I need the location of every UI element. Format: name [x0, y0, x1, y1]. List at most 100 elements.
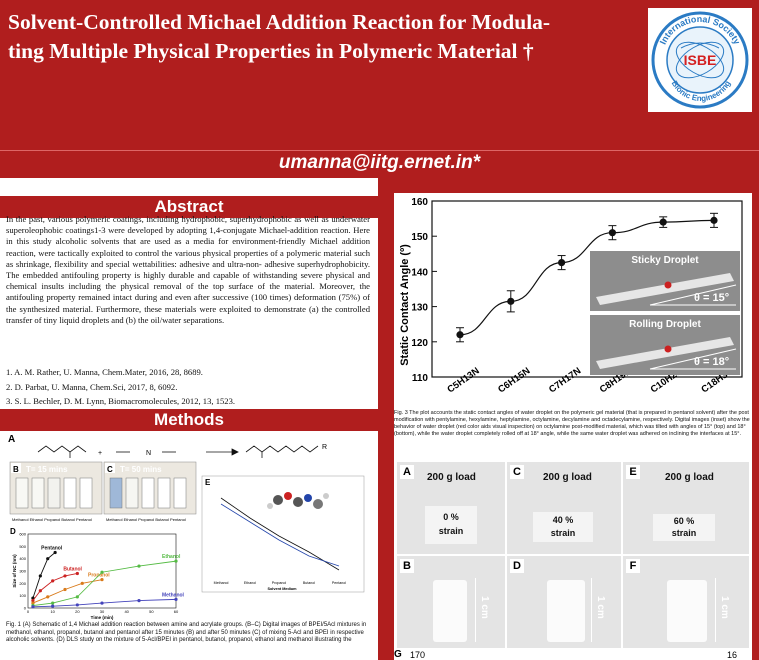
photo-label: F [626, 559, 640, 573]
e-xtick: Propanol [272, 581, 287, 585]
d-xtick-label: 40 [124, 609, 129, 614]
load-label: 200 g load [665, 472, 714, 483]
photo-label: C [510, 465, 524, 479]
data-point [507, 297, 515, 305]
data-point [659, 218, 667, 226]
d-point [137, 599, 141, 603]
y-tick-label: 160 [411, 197, 428, 208]
d-series-line [32, 560, 177, 606]
photo-a: A 200 g load 0 % strain [397, 462, 505, 554]
isbe-logo: International Society Bionic Engineering… [648, 8, 752, 112]
reference-item: 3. S. L. Bechler, D. M. Lynn, Biomacromo… [6, 396, 236, 407]
panel-g-label: G [394, 649, 402, 660]
d-point [51, 601, 55, 605]
svg-text:+: + [98, 450, 102, 457]
d-point [31, 599, 35, 603]
d-point [46, 595, 50, 599]
panel-c-time: T= 50 mins [120, 465, 162, 474]
references-list: 1. A. M. Rather, U. Manna, Chem.Mater, 2… [6, 365, 370, 409]
chart-ylabel: Static Contact Angle (º) [399, 244, 411, 366]
methods-caption: Fig. 1 (A) Schematic of 1,4 Michael addi… [6, 622, 367, 644]
vials-b [15, 477, 93, 509]
d-xlabel: Time (min) [91, 615, 114, 620]
methods-figure: A + N R B T= 15 mins C T= 50 mins [6, 432, 372, 622]
e-series-2 [220, 503, 340, 567]
inset-title: Rolling Droplet [629, 319, 701, 330]
d-xtick-label: 60 [174, 609, 179, 614]
poster-title: Solvent-Controlled Michael Addition Reac… [8, 8, 628, 66]
d-point [75, 603, 79, 607]
d-xtick-label: 30 [100, 609, 105, 614]
vials-c [109, 477, 187, 509]
d-ytick-label: 100 [19, 593, 26, 598]
d-ytick-label: 400 [19, 556, 26, 561]
angle-line [649, 284, 737, 306]
photo-label: D [510, 559, 524, 573]
x-tick-label: C7H17N [547, 365, 583, 395]
photo-f: F 1 cm [623, 556, 749, 648]
d-point [51, 604, 55, 608]
d-point [63, 574, 67, 578]
d-series-label: Pentanol [41, 546, 63, 552]
d-point [80, 581, 84, 585]
panel-b-caption: Methanol Ethanol Propanol Butanol Pentan… [12, 517, 92, 522]
e-series-1 [220, 497, 340, 571]
contact-email[interactable]: umanna@iitg.ernet.in* [278, 152, 481, 173]
panel-c-caption: Methanol Ethanol Propanol Butanol Pentan… [106, 517, 186, 522]
angle-line [649, 348, 737, 370]
e-xtick: Methanol [214, 581, 229, 585]
y-tick-label: 110 [412, 373, 429, 384]
reference-item: 1. A. M. Rather, U. Manna, Chem.Mater, 2… [6, 367, 203, 377]
x-tick-label: C6H15N [496, 365, 532, 395]
d-series-label: Ethanol [162, 554, 181, 560]
droplet [664, 281, 672, 289]
dim-label: 1 cm [719, 596, 730, 619]
y-tick-label: 150 [411, 232, 428, 243]
abstract-heading: Abstract [0, 196, 378, 218]
panel-e-frame [201, 475, 365, 593]
d-point [63, 587, 67, 592]
dim-label: 1 cm [595, 596, 606, 619]
data-point [558, 259, 566, 267]
d-series-label: Methanol [162, 592, 185, 598]
load-label: 200 g load [543, 472, 592, 483]
contact-angle-panel: Static Contact Angle (º) 110 120 130 140 150… [394, 193, 752, 408]
d-point [46, 557, 50, 561]
d-xtick-label: 50 [149, 609, 154, 614]
title-line-2: ting Multiple Physical Properties in Pol… [8, 39, 534, 63]
d-series-line [32, 552, 56, 599]
panel-g-left-value: 170 [410, 650, 426, 660]
d-ytick-label: 0 [24, 606, 27, 611]
load-label: 200 g load [427, 472, 476, 483]
d-point [100, 601, 104, 605]
chart-frame [431, 200, 743, 378]
d-ytick-label: 200 [19, 581, 26, 586]
inset-title: Sticky Droplet [631, 255, 699, 266]
photo-label: E [626, 465, 640, 479]
angle-label: θ = 18° [694, 356, 729, 368]
d-ylabel: Size of NC (nm) [12, 554, 17, 588]
contact-angle-caption: Fig. 3 The plot accounts the static cont… [394, 408, 752, 460]
y-tick-label: 130 [411, 303, 428, 314]
y-tick-label: 140 [411, 267, 428, 278]
d-point [137, 564, 141, 568]
d-ytick-label: 300 [19, 569, 26, 574]
e-xtick: Ethanol [244, 581, 256, 585]
methods-heading: Methods [0, 409, 378, 431]
d-point [174, 559, 178, 563]
d-point [75, 595, 79, 599]
data-point [456, 331, 464, 339]
photo-c: C 200 g load 40 % strain [507, 462, 621, 554]
dim-label: 1 cm [479, 596, 490, 619]
angle-label: θ = 15° [694, 292, 729, 304]
panel-b-time: T= 15 mins [26, 465, 68, 474]
photo-label: A [400, 465, 414, 479]
d-point [75, 571, 79, 576]
d-xtick-label: 0 [27, 609, 30, 614]
panel-g-right-value: 16 [727, 650, 738, 660]
d-ytick-label: 600 [19, 532, 26, 537]
panel-b-label: B [13, 465, 19, 474]
d-series-label: Butanol [63, 566, 82, 572]
strain-label: 0 % strain [425, 506, 477, 544]
